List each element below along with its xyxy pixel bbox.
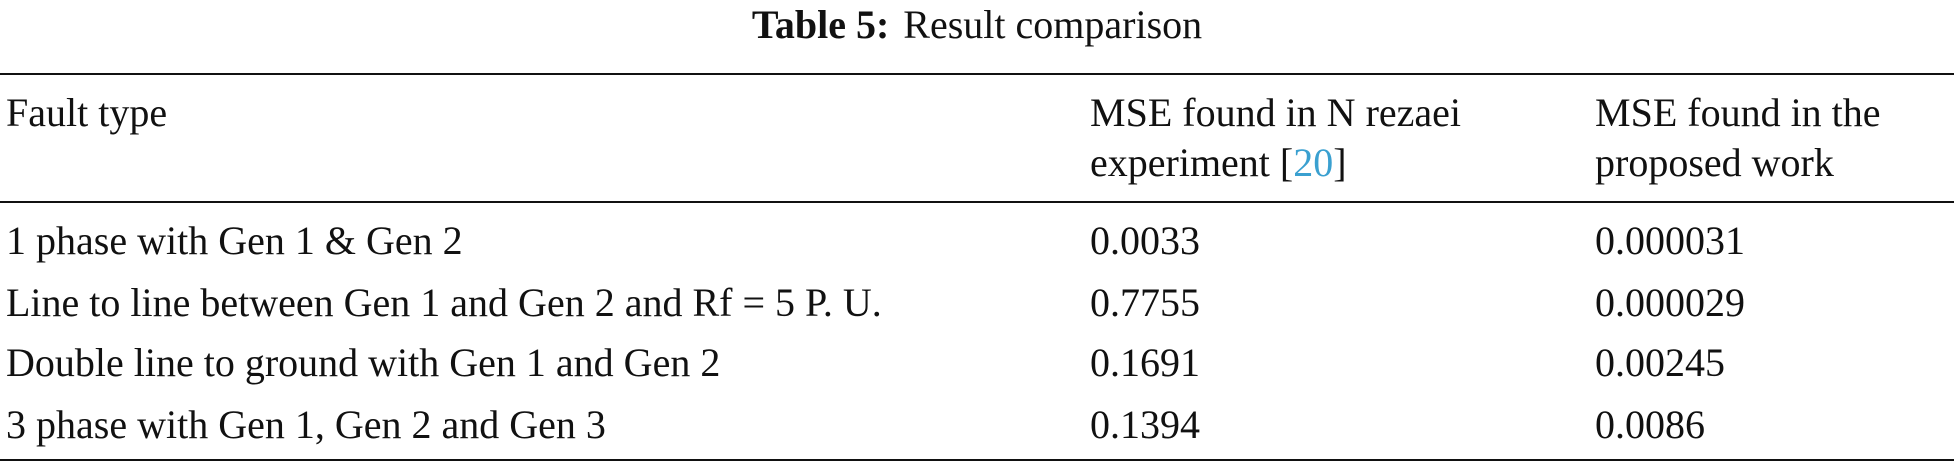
caption-text: Result comparison — [903, 2, 1203, 47]
top-rule — [0, 73, 1954, 75]
header-text: proposed work — [1595, 140, 1834, 185]
header-text: MSE found in N rezaei — [1090, 90, 1462, 135]
mse-cell: 0.0086 — [1595, 402, 1705, 447]
fault-type-cell: 3 phase with Gen 1, Gen 2 and Gen 3 — [6, 402, 606, 447]
mse-cell: 0.1691 — [1090, 340, 1200, 385]
header-text: MSE found in the — [1595, 90, 1881, 135]
mid-rule — [0, 201, 1954, 203]
caption-label: Table 5: — [751, 2, 890, 47]
mse-cell: 0.000029 — [1595, 280, 1745, 325]
ref-bracket: ] — [1333, 140, 1347, 185]
header-cell: MSE found in N rezaei — [1090, 88, 1461, 138]
header-cell: experiment [20] — [1090, 138, 1347, 188]
fault-type-cell: Line to line between Gen 1 and Gen 2 and… — [6, 280, 882, 325]
header-cell: proposed work — [1595, 138, 1834, 188]
mse-cell: 0.00245 — [1595, 340, 1725, 385]
mse-cell: 0.1394 — [1090, 402, 1200, 447]
mse-cell: 0.7755 — [1090, 280, 1200, 325]
table-caption: Table 5: Result comparison — [0, 0, 1954, 50]
header-text: Fault type — [6, 90, 168, 135]
fault-type-cell: 1 phase with Gen 1 & Gen 2 — [6, 218, 463, 263]
ref-bracket: [ — [1279, 140, 1294, 185]
mse-cell: 0.0033 — [1090, 218, 1200, 263]
header-cell: Fault type — [6, 88, 167, 138]
mse-cell: 0.000031 — [1595, 218, 1745, 263]
bottom-rule — [0, 459, 1954, 461]
header-cell: MSE found in the — [1595, 88, 1881, 138]
citation-link[interactable]: 20 — [1293, 140, 1334, 185]
header-text: experiment — [1090, 140, 1270, 185]
fault-type-cell: Double line to ground with Gen 1 and Gen… — [6, 340, 721, 385]
